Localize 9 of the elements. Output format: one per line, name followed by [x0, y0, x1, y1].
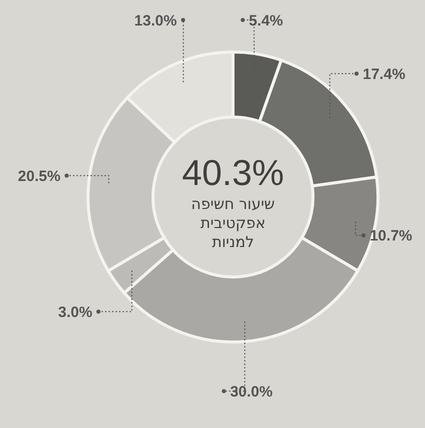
- data-label: 13.0%: [134, 12, 177, 30]
- data-label: 20.5%: [18, 168, 60, 185]
- data-label: 17.4%: [362, 66, 406, 83]
- data-label: 30.0%: [230, 383, 273, 400]
- text: שיעור חשיפה אפקטיבית למניות: [191, 195, 275, 251]
- data-label: 5.4%: [248, 12, 284, 30]
- text: 40.3%: [182, 152, 284, 193]
- data-label: 3.0%: [58, 304, 92, 321]
- data-label: 10.7%: [370, 228, 412, 245]
